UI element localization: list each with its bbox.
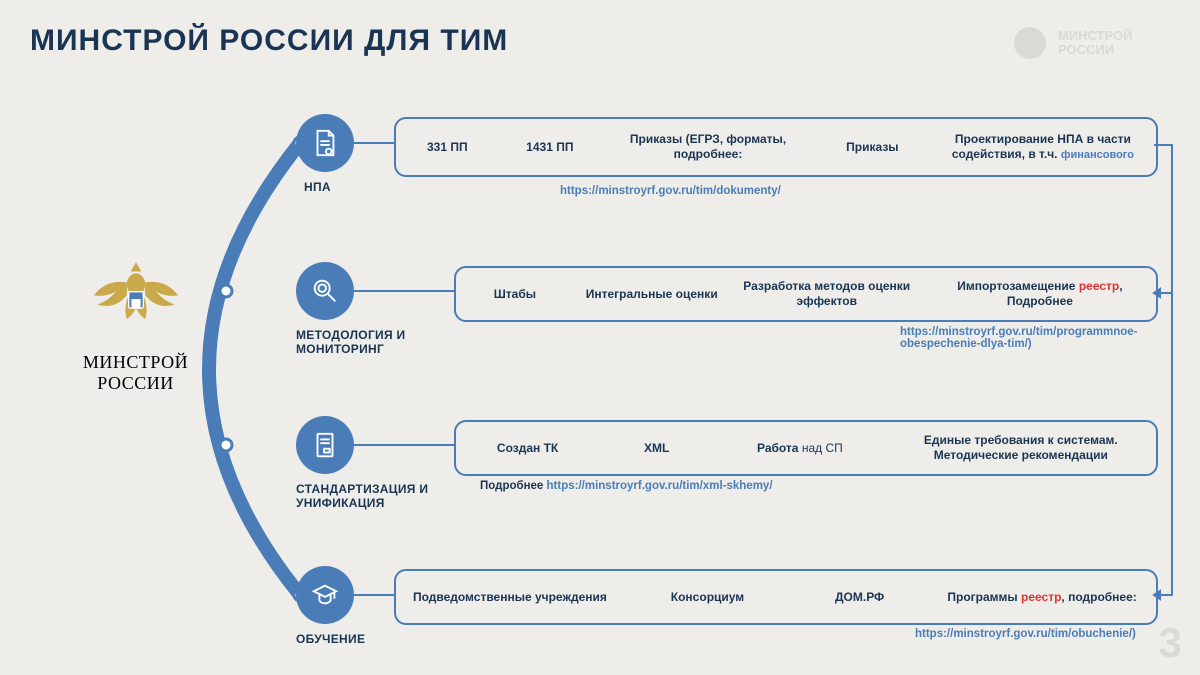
book-icon	[310, 430, 340, 460]
cell: Консорциум	[624, 584, 791, 611]
magnifier-icon	[310, 276, 340, 306]
branch-label-training: ОБУЧЕНИЕ	[296, 632, 365, 646]
link-npa[interactable]: https://minstroyrf.gov.ru/tim/dokumenty/	[560, 185, 781, 197]
page-number: 3	[1159, 619, 1182, 667]
cell: ДОМ.РФ	[791, 584, 928, 611]
row-standardization: Создан ТК XML Работа над СП Единые требо…	[454, 420, 1158, 476]
cell: Подведомственные учреждения	[396, 584, 624, 611]
link-standardization[interactable]: Подробнее https://minstroyrf.gov.ru/tim/…	[480, 480, 773, 492]
cell: Разработка методов оценки эффектов	[730, 273, 924, 315]
ministry-logo: МИНСТРОЙРОССИИ	[58, 255, 213, 393]
cell: Интегральные оценки	[574, 281, 730, 308]
row-training: Подведомственные учреждения Консорциум Д…	[394, 569, 1158, 625]
row-npa: 331 ПП 1431 ПП Приказы (ЕГРЗ, форматы, п…	[394, 117, 1158, 177]
branch-label-npa: НПА	[304, 180, 331, 194]
document-icon	[310, 128, 340, 158]
branch-icon-standardization	[296, 416, 354, 474]
cell: Штабы	[456, 281, 574, 308]
watermark-logo: МИНСТРОЙРОССИИ	[1010, 18, 1170, 68]
cell: Работа над СП	[714, 435, 885, 462]
cell: Приказы (ЕГРЗ, форматы, подробнее:	[601, 126, 815, 168]
branch-icon-training	[296, 566, 354, 624]
gradcap-icon	[310, 580, 340, 610]
cell: Приказы	[815, 134, 930, 161]
branch-label-standardization: СТАНДАРТИЗАЦИЯ И УНИФИКАЦИЯ	[296, 482, 436, 511]
link-methodology[interactable]: https://minstroyrf.gov.ru/tim/programmno…	[900, 326, 1150, 350]
row-methodology: Штабы Интегральные оценки Разработка мет…	[454, 266, 1158, 322]
cell-with-red: Программы реестр, подробнее:	[928, 584, 1156, 611]
branch-icon-methodology	[296, 262, 354, 320]
link-training[interactable]: https://minstroyrf.gov.ru/tim/obuchenie/…	[915, 628, 1136, 640]
cell: Создан ТК	[456, 435, 599, 462]
branch-label-methodology: МЕТОДОЛОГИЯ И МОНИТОРИНГ	[296, 328, 426, 357]
cell: 331 ПП	[396, 134, 499, 161]
slide-title: МИНСТРОЙ РОССИИ ДЛЯ ТИМ	[30, 24, 508, 58]
cell: 1431 ПП	[499, 134, 602, 161]
eagle-emblem-icon	[81, 255, 191, 343]
link-word[interactable]: финансового	[1061, 149, 1134, 161]
cell: XML	[599, 435, 714, 462]
cell: Единые требования к системам. Методическ…	[886, 427, 1156, 469]
cell-with-red: Импортозамещение реестр, Подробнее	[924, 273, 1156, 315]
cell-with-link: Проектирование НПА в части содействия, в…	[930, 126, 1156, 169]
branch-icon-npa	[296, 114, 354, 172]
